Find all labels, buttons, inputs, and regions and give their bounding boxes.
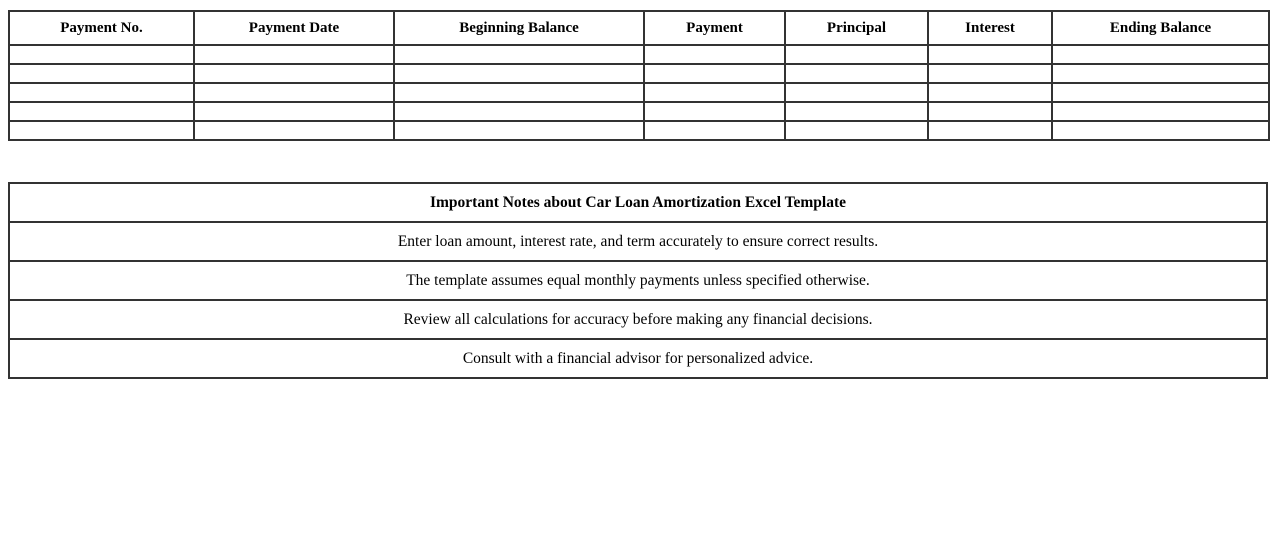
table-cell <box>193 82 395 103</box>
table-cell <box>643 82 786 103</box>
table-cell <box>1051 63 1270 84</box>
table-cell <box>393 120 645 141</box>
table-cell <box>784 120 929 141</box>
table-cell <box>1051 101 1270 122</box>
column-header-payment-date: Payment Date <box>193 10 395 46</box>
table-cell <box>193 63 395 84</box>
note-text: Review all calculations for accuracy bef… <box>8 299 1268 340</box>
table-cell <box>643 44 786 65</box>
note-row: Enter loan amount, interest rate, and te… <box>8 221 1268 262</box>
note-row: Review all calculations for accuracy bef… <box>8 299 1268 340</box>
note-text: Consult with a financial advisor for per… <box>8 338 1268 379</box>
table-cell <box>193 44 395 65</box>
table-cell <box>1051 44 1270 65</box>
column-header-beginning-balance: Beginning Balance <box>393 10 645 46</box>
note-row: Consult with a financial advisor for per… <box>8 338 1268 379</box>
table-cell <box>927 63 1053 84</box>
table-cell <box>784 101 929 122</box>
table-cell <box>1051 120 1270 141</box>
table-cell <box>643 101 786 122</box>
table-row <box>8 120 1270 141</box>
table-cell <box>784 63 929 84</box>
note-row: The template assumes equal monthly payme… <box>8 260 1268 301</box>
note-text: The template assumes equal monthly payme… <box>8 260 1268 301</box>
table-cell <box>393 101 645 122</box>
note-text: Enter loan amount, interest rate, and te… <box>8 221 1268 262</box>
table-cell <box>8 82 195 103</box>
notes-title-row: Important Notes about Car Loan Amortizat… <box>8 182 1268 223</box>
amortization-header-row: Payment No. Payment Date Beginning Balan… <box>8 10 1270 46</box>
table-row <box>8 44 1270 65</box>
amortization-table: Payment No. Payment Date Beginning Balan… <box>8 10 1270 141</box>
table-cell <box>8 101 195 122</box>
table-cell <box>927 82 1053 103</box>
table-cell <box>193 120 395 141</box>
table-cell <box>784 82 929 103</box>
table-row <box>8 63 1270 84</box>
table-cell <box>8 44 195 65</box>
table-cell <box>927 101 1053 122</box>
column-header-principal: Principal <box>784 10 929 46</box>
table-cell <box>784 44 929 65</box>
column-header-payment-no: Payment No. <box>8 10 195 46</box>
table-cell <box>643 63 786 84</box>
table-cell <box>393 63 645 84</box>
table-cell <box>8 120 195 141</box>
table-cell <box>393 82 645 103</box>
table-row <box>8 82 1270 103</box>
table-cell <box>8 63 195 84</box>
column-header-interest: Interest <box>927 10 1053 46</box>
table-cell <box>927 44 1053 65</box>
column-header-payment: Payment <box>643 10 786 46</box>
table-row <box>8 101 1270 122</box>
table-cell <box>1051 82 1270 103</box>
table-cell <box>643 120 786 141</box>
notes-title: Important Notes about Car Loan Amortizat… <box>8 182 1268 223</box>
column-header-ending-balance: Ending Balance <box>1051 10 1270 46</box>
table-cell <box>193 101 395 122</box>
table-cell <box>927 120 1053 141</box>
notes-table: Important Notes about Car Loan Amortizat… <box>8 182 1268 379</box>
table-cell <box>393 44 645 65</box>
